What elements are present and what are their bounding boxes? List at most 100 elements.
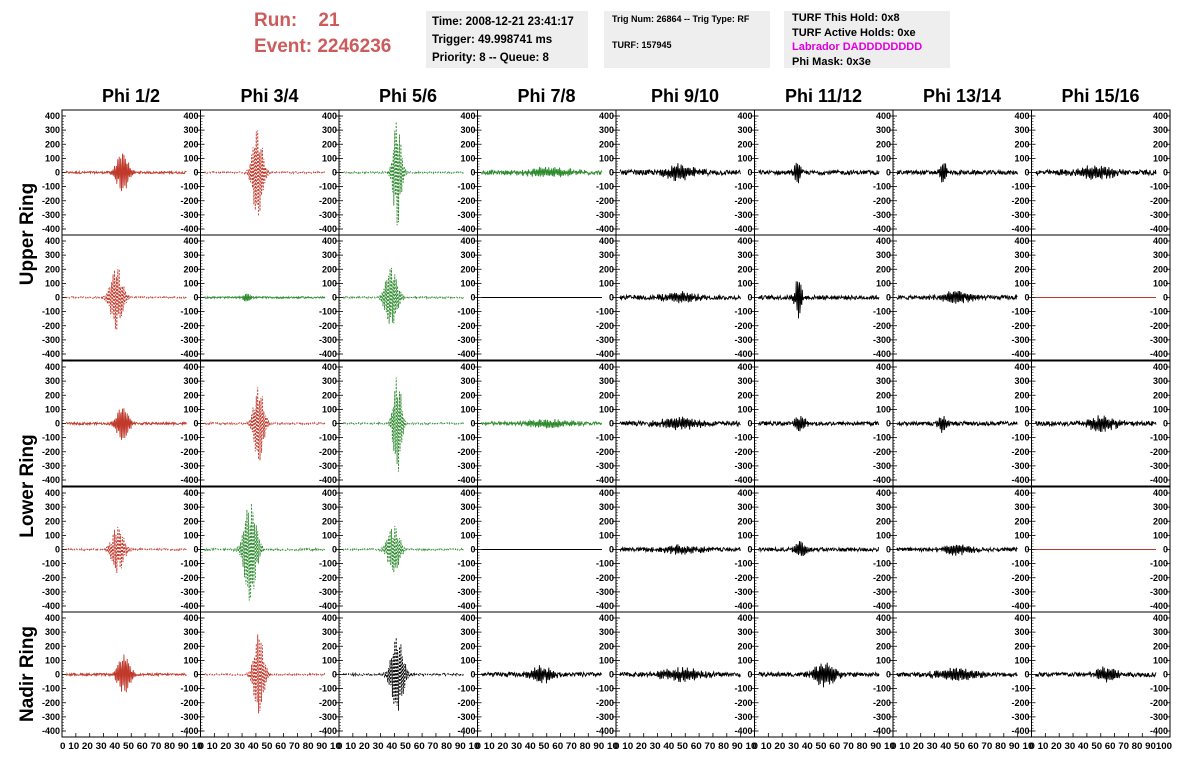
y-tick-label: 200 — [876, 139, 891, 149]
y-tick-label: -300 — [734, 335, 752, 345]
y-tick-label: 400 — [322, 236, 337, 246]
waveform-trace — [204, 634, 326, 714]
y-tick-label: -100 — [734, 559, 752, 569]
y-tick-label: -300 — [180, 210, 198, 220]
y-tick-label: 300 — [599, 376, 614, 386]
y-tick-label: 100 — [45, 530, 60, 540]
panel-r5-c5: 400 300 200 100 0 -100 -200 -300 -400 0 10 20 30 … — [614, 611, 757, 752]
y-tick-label: -300 — [180, 461, 198, 471]
y-tick-label: -400 — [873, 224, 891, 234]
y-tick-label: -300 — [319, 712, 337, 722]
y-tick-label: 200 — [45, 390, 60, 400]
y-tick-label: -100 — [1150, 684, 1168, 694]
y-tick-label: -200 — [180, 196, 198, 206]
waveform-trace — [65, 654, 187, 693]
waveform-trace — [619, 163, 741, 182]
y-tick-label: 0 — [55, 168, 60, 178]
waveform-trace — [619, 416, 741, 431]
y-tick-label: 200 — [1014, 641, 1029, 651]
panel-r5-c3: 400 300 200 100 0 -100 -200 -300 -400 0 10 20 30 … — [337, 611, 480, 752]
panel-r3-c2: 400 300 200 100 0 -100 -200 -300 -400 — [200, 360, 340, 487]
trig-info-box: Trig Num: 26864 -- Trig Type: RF TURF: 1… — [604, 11, 770, 68]
y-tick-label: -100 — [1011, 433, 1029, 443]
y-tick-label: 400 — [1014, 613, 1029, 623]
y-tick-label: 200 — [460, 516, 475, 526]
y-tick-label: 300 — [1153, 376, 1168, 386]
y-tick-label: -400 — [734, 475, 752, 485]
y-tick-label: 0 — [609, 168, 614, 178]
y-tick-label: 0 — [470, 168, 475, 178]
y-tick-label: 400 — [45, 488, 60, 498]
y-tick-label: 100 — [45, 404, 60, 414]
y-tick-label: 300 — [876, 376, 891, 386]
x-tick-labels: 0 10 20 30 40 50 60 70 80 90 10 — [60, 741, 203, 752]
y-tick-label: 200 — [460, 139, 475, 149]
column-title-8: Phi 15/16 — [1061, 86, 1140, 106]
y-tick-label: 300 — [45, 125, 60, 135]
waveform-trace — [204, 503, 326, 601]
y-tick-label: -300 — [457, 461, 475, 471]
y-tick-label: -200 — [873, 447, 891, 457]
waveform-trace — [343, 121, 464, 226]
y-tick-label: -300 — [873, 461, 891, 471]
y-tick-label: 300 — [1153, 125, 1168, 135]
y-tick-label: 100 — [183, 404, 198, 414]
y-tick-label: -200 — [457, 447, 475, 457]
waveform-trace — [481, 166, 603, 178]
y-tick-label: 300 — [599, 627, 614, 637]
y-tick-label: 300 — [1014, 627, 1029, 637]
y-tick-label: 0 — [332, 545, 337, 555]
y-tick-label: 400 — [1153, 111, 1168, 121]
y-tick-label: 300 — [1153, 250, 1168, 260]
y-tick-label: 0 — [1024, 670, 1029, 680]
y-tick-label: 300 — [45, 502, 60, 512]
y-tick-label: -100 — [734, 307, 752, 317]
y-tick-label: -400 — [180, 601, 198, 611]
y-tick-label: 100 — [322, 655, 337, 665]
y-tick-label: 400 — [737, 488, 752, 498]
y-tick-label: -400 — [596, 224, 614, 234]
y-tick-label: -300 — [457, 335, 475, 345]
y-tick-label: 100 — [599, 404, 614, 414]
y-tick-label: -200 — [734, 196, 752, 206]
y-tick-label: -400 — [42, 224, 60, 234]
y-tick-label: 400 — [183, 613, 198, 623]
y-tick-label: 0 — [470, 545, 475, 555]
y-tick-label: 400 — [183, 488, 198, 498]
y-tick-label: 200 — [460, 641, 475, 651]
y-tick-label: 0 — [609, 545, 614, 555]
y-tick-label: 100 — [1014, 278, 1029, 288]
y-tick-label: -100 — [319, 433, 337, 443]
y-tick-label: -200 — [457, 573, 475, 583]
y-tick-label: -400 — [457, 349, 475, 359]
y-tick-label: 0 — [747, 168, 752, 178]
waveform-trace — [481, 418, 602, 429]
y-tick-label: -100 — [180, 433, 198, 443]
phi-mask-line: Phi Mask: 0x3e — [792, 55, 871, 68]
y-tick-label: -300 — [457, 712, 475, 722]
panel-r4-c3: 400 300 200 100 0 -100 -200 -300 -400 — [338, 486, 478, 613]
y-tick-label: 300 — [45, 376, 60, 386]
y-tick-label: 400 — [322, 613, 337, 623]
y-tick-label: -100 — [734, 182, 752, 192]
y-tick-label: 0 — [193, 293, 198, 303]
y-tick-label: 0 — [332, 293, 337, 303]
y-tick-label: -300 — [319, 461, 337, 471]
waveform-trace — [758, 541, 879, 557]
y-tick-label: 300 — [737, 376, 752, 386]
y-tick-label: 200 — [322, 264, 337, 274]
y-tick-label: -200 — [319, 573, 337, 583]
y-tick-label: -400 — [1011, 224, 1029, 234]
y-tick-label: 0 — [55, 419, 60, 429]
y-tick-label: -400 — [596, 475, 614, 485]
y-tick-label: -400 — [319, 726, 337, 736]
y-tick-label: -300 — [1011, 335, 1029, 345]
waveform-trace — [204, 387, 326, 461]
y-tick-label: -100 — [873, 433, 891, 443]
column-title-2: Phi 3/4 — [240, 86, 299, 106]
y-tick-label: 100 — [737, 278, 752, 288]
y-tick-label: -200 — [596, 698, 614, 708]
y-tick-label: 0 — [193, 670, 198, 680]
y-tick-label: 200 — [45, 641, 60, 651]
y-tick-label: -100 — [319, 684, 337, 694]
